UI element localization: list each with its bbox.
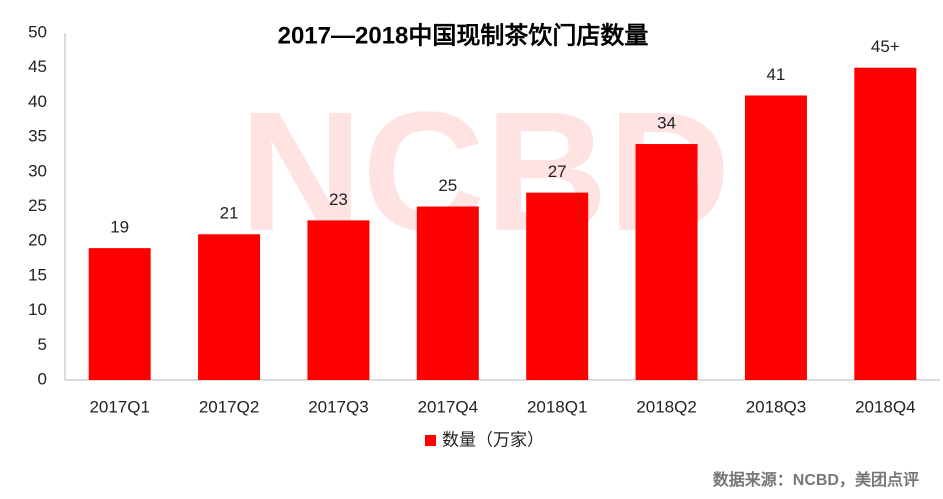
bar — [198, 234, 261, 380]
legend-swatch — [425, 435, 436, 446]
x-tick-label: 2018Q4 — [855, 397, 916, 416]
y-tick-label: 25 — [28, 196, 47, 215]
x-tick-label: 2018Q3 — [746, 397, 807, 416]
source-note: 数据来源：NCBD，美团点评 — [713, 470, 919, 489]
data-label: 27 — [548, 162, 567, 181]
data-label: 25 — [438, 176, 457, 195]
x-tick-label: 2018Q1 — [527, 397, 588, 416]
y-tick-label: 20 — [28, 231, 47, 250]
data-label: 23 — [329, 190, 348, 209]
y-tick-label: 0 — [38, 369, 47, 388]
y-tick-label: 50 — [28, 22, 47, 41]
x-tick-label: 2018Q2 — [636, 397, 697, 416]
x-tick-label: 2017Q3 — [308, 397, 369, 416]
y-tick-label: 30 — [28, 161, 47, 180]
y-tick-label: 45 — [28, 57, 47, 76]
bar — [526, 192, 589, 380]
y-tick-label: 15 — [28, 265, 47, 284]
x-tick-label: 2017Q2 — [199, 397, 260, 416]
data-label: 34 — [657, 114, 676, 133]
bar — [635, 144, 698, 380]
bar — [854, 67, 917, 380]
data-label: 45+ — [871, 37, 900, 56]
bar — [307, 220, 370, 380]
y-tick-label: 5 — [38, 335, 47, 354]
x-tick-label: 2017Q1 — [89, 397, 150, 416]
x-tick-label: 2017Q4 — [418, 397, 479, 416]
y-tick-label: 35 — [28, 127, 47, 146]
chart-title: 2017—2018中国现制茶饮门店数量 — [278, 21, 649, 49]
y-tick-label: 10 — [28, 300, 47, 319]
legend-label: 数量（万家） — [442, 430, 544, 449]
y-tick-label: 40 — [28, 92, 47, 111]
data-label: 21 — [220, 204, 239, 223]
bar — [744, 95, 807, 381]
data-label: 41 — [766, 65, 785, 84]
bar — [416, 206, 479, 380]
bar — [88, 248, 151, 380]
data-label: 19 — [110, 218, 129, 237]
